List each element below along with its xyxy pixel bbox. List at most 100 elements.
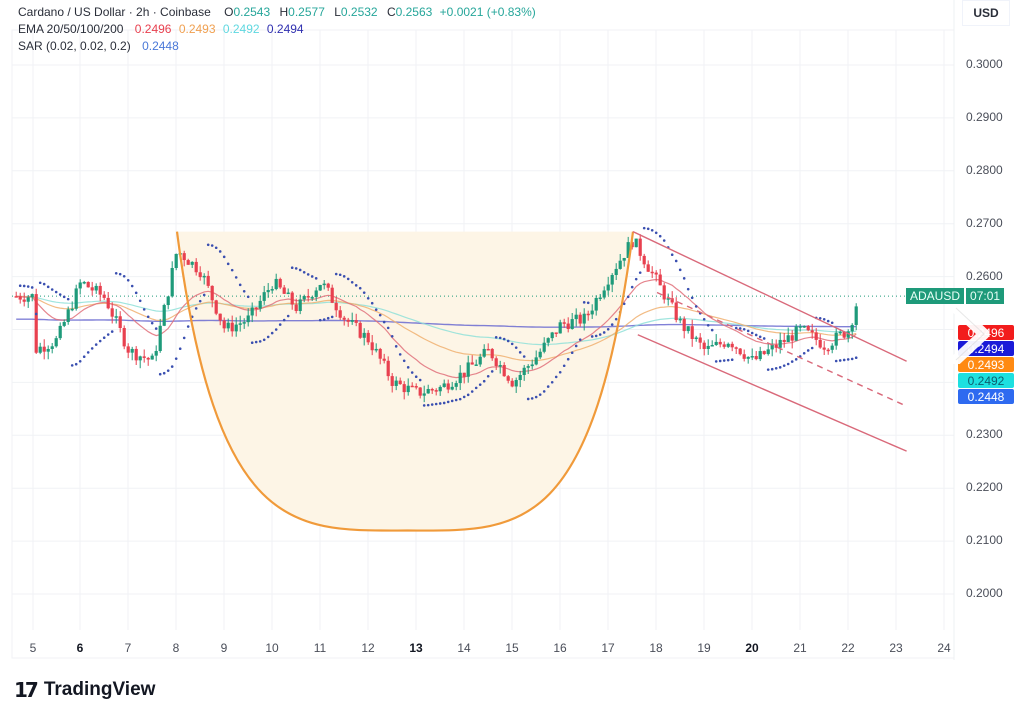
- open-label: O: [224, 5, 234, 19]
- sar-dot: [154, 327, 158, 330]
- sar-dot: [278, 323, 282, 326]
- candle-body: [422, 393, 426, 396]
- sar-dot: [86, 351, 90, 354]
- candle-body: [294, 304, 298, 311]
- candle-body: [214, 300, 218, 314]
- candle-body: [454, 383, 458, 387]
- sar-dot: [66, 297, 70, 301]
- sar-dot: [102, 336, 106, 340]
- candle-body: [38, 346, 42, 353]
- time-tick-label: 21: [793, 641, 807, 655]
- sar-dot: [138, 299, 142, 303]
- sar-dot: [582, 301, 586, 304]
- candle-body: [814, 332, 818, 340]
- time-tick-label: 12: [361, 641, 375, 655]
- candle-body: [22, 299, 26, 302]
- candle-body: [534, 357, 538, 365]
- candle-body: [662, 285, 666, 300]
- candle-body: [306, 296, 310, 298]
- sar-dot: [466, 393, 470, 397]
- candle-body: [702, 342, 706, 349]
- sar-dot: [298, 268, 302, 272]
- symbol-name: ADAUSD: [906, 288, 965, 304]
- candle-body: [258, 300, 262, 309]
- candle-body: [458, 372, 462, 384]
- sar-dot: [430, 403, 434, 406]
- sar-dot: [222, 255, 226, 259]
- symbol-title[interactable]: Cardano / US Dollar · 2h · Coinbase: [18, 5, 211, 19]
- sar-dot: [554, 375, 558, 379]
- sar-dot: [62, 295, 66, 299]
- candle-body: [50, 346, 54, 349]
- time-tick-label: 16: [553, 641, 567, 655]
- scroll-right-chevron-icon[interactable]: [950, 304, 994, 364]
- sar-dot: [526, 397, 530, 401]
- currency-badge[interactable]: USD: [962, 0, 1010, 26]
- candle-body: [602, 290, 606, 298]
- candle-body: [734, 347, 738, 349]
- candle-body: [730, 343, 734, 348]
- sar-dot: [702, 317, 706, 321]
- tradingview-logo[interactable]: 17 TradingView: [14, 678, 155, 702]
- sar-dot: [162, 371, 166, 375]
- candle-body: [86, 281, 90, 288]
- candle-body: [654, 272, 658, 275]
- price-tick-label: 0.2300: [966, 427, 1003, 442]
- sar-dot: [418, 378, 422, 382]
- candle-body: [370, 342, 374, 351]
- sar-dot: [438, 402, 442, 405]
- sar-dot: [806, 349, 810, 352]
- sar-dot: [350, 280, 354, 284]
- ema-label[interactable]: EMA 20/50/100/200: [18, 22, 124, 36]
- candle-body: [94, 285, 98, 291]
- sar-dot: [574, 344, 578, 348]
- candle-body: [594, 297, 598, 311]
- candle-body: [686, 326, 690, 332]
- candle-body: [614, 268, 618, 275]
- candle-body: [62, 322, 66, 326]
- candle-body: [398, 380, 402, 385]
- candle-body: [742, 354, 746, 359]
- time-tick-label: 13: [409, 641, 423, 655]
- sar-dot: [362, 291, 366, 294]
- candle-body: [226, 322, 230, 329]
- low-value: 0.2532: [340, 5, 378, 19]
- sar-dot: [490, 370, 494, 373]
- candle-body: [106, 297, 110, 309]
- sar-dot: [386, 326, 390, 330]
- candle-body: [378, 348, 382, 359]
- sar-dot: [202, 293, 206, 297]
- sar-dot: [686, 287, 690, 291]
- candle-body: [110, 308, 114, 317]
- sar-dot: [478, 383, 482, 386]
- sar-dot: [390, 334, 394, 338]
- sar-dot: [494, 336, 498, 339]
- sar-dot: [410, 371, 414, 374]
- sar-dot: [426, 403, 430, 407]
- sar-dot: [458, 397, 462, 401]
- candle-body: [506, 376, 510, 381]
- price-tick-label: 0.2000: [966, 586, 1003, 600]
- sar-dot: [370, 301, 374, 305]
- sar-label[interactable]: SAR (0.02, 0.02, 0.2): [18, 39, 131, 53]
- candle-body: [414, 386, 418, 388]
- candle-body: [222, 320, 226, 329]
- candle-body: [550, 332, 554, 339]
- candle-body: [278, 278, 282, 288]
- candle-body: [334, 302, 338, 311]
- close-value: 0.2563: [395, 5, 433, 19]
- sar-dot: [382, 320, 386, 324]
- candle-body: [538, 351, 542, 358]
- change-value: +0.0021 (+0.83%): [439, 5, 536, 19]
- sar-dot: [622, 302, 626, 306]
- candle-body: [82, 281, 86, 284]
- sar-dot: [82, 355, 86, 359]
- cup-outline: [175, 231, 635, 532]
- candle-body: [638, 238, 642, 256]
- ema50-value: 0.2493: [178, 22, 216, 36]
- sar-dot: [746, 329, 750, 333]
- sar-dot: [210, 244, 214, 247]
- price-tick-label: 0.2200: [966, 480, 1003, 495]
- sar-dot: [790, 360, 794, 363]
